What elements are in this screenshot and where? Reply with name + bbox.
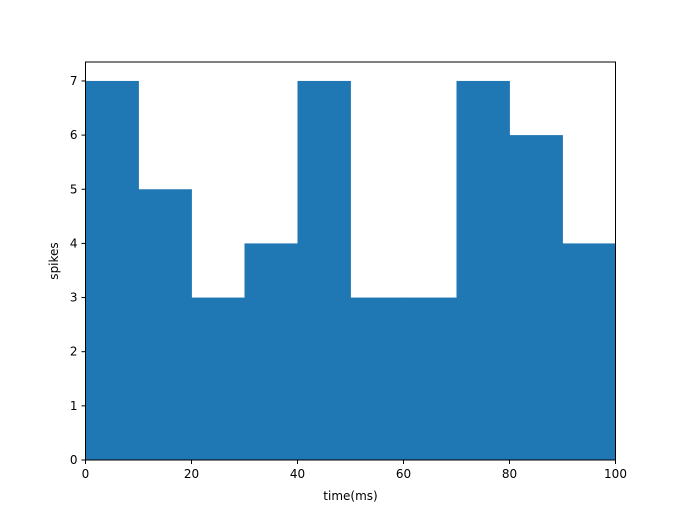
histogram-bar — [403, 297, 457, 460]
histogram-bar — [191, 297, 245, 460]
x-tick-label: 80 — [502, 467, 517, 481]
x-tick-label: 20 — [184, 467, 199, 481]
x-tick-label: 40 — [290, 467, 305, 481]
histogram-bar — [85, 80, 139, 460]
plot-frame — [85, 61, 616, 461]
histogram-bar — [562, 243, 616, 460]
y-tick-label: 2 — [70, 345, 78, 359]
histogram-bar — [509, 135, 563, 460]
histogram-bar — [244, 243, 298, 460]
histogram-bar — [138, 189, 192, 460]
bars-group — [85, 80, 616, 460]
y-tick-label: 1 — [70, 399, 78, 413]
y-tick-label: 5 — [70, 182, 78, 196]
y-tick-label: 3 — [70, 291, 78, 305]
y-tick-label: 6 — [70, 128, 78, 142]
x-axis-ticks: 0 20 40 60 80 100 — [82, 460, 627, 481]
histogram-bar — [350, 297, 404, 460]
y-tick-label: 7 — [70, 74, 78, 88]
x-axis-label: time(ms) — [323, 489, 377, 503]
x-tick-label: 0 — [82, 467, 90, 481]
x-tick-label: 60 — [396, 467, 411, 481]
y-axis-ticks: 0 1 2 3 4 5 6 7 — [70, 74, 86, 467]
y-tick-label: 4 — [70, 236, 78, 250]
y-tick-label: 0 — [70, 453, 78, 467]
histogram-bar — [456, 80, 510, 460]
x-tick-label: 100 — [604, 467, 627, 481]
y-axis-label: spikes — [47, 242, 61, 279]
histogram-bar — [297, 80, 351, 460]
